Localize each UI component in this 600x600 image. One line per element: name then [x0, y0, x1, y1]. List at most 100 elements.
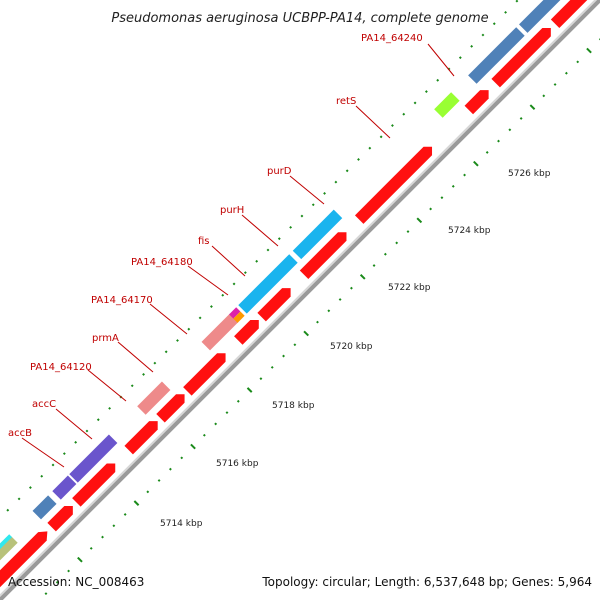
callout-PA14_64120: [87, 369, 127, 402]
tick-mark: [246, 387, 253, 393]
gene-label-PA14_64170[interactable]: PA14_64170: [91, 295, 153, 306]
tick-mark: [359, 274, 366, 280]
guide-dot: [142, 373, 145, 376]
feature-row: [0, 0, 577, 575]
guide-dot: [508, 128, 512, 132]
gene-label-fis[interactable]: fis: [198, 236, 210, 247]
guide-dot: [470, 44, 474, 48]
gene-label-PA14_64240[interactable]: PA14_64240: [361, 33, 423, 44]
callout-accB: [21, 437, 65, 468]
guide-dot: [157, 479, 161, 482]
feature-purple-long[interactable]: [69, 434, 118, 483]
guide-dot: [255, 259, 259, 263]
guide-dot: [85, 429, 89, 433]
gene-arrow[interactable]: [464, 86, 493, 115]
feature-magenta[interactable]: [229, 307, 241, 319]
guide-dot: [123, 513, 127, 516]
gene-label-purD[interactable]: purD: [267, 166, 292, 177]
guide-dot: [383, 252, 387, 256]
guide-dot: [553, 83, 557, 86]
guide-dot: [282, 354, 285, 358]
tick-label-5718: 5718 kbp: [272, 401, 315, 411]
map-title: Pseudomonas aeruginosa UCBPP-PA14, compl…: [111, 11, 488, 26]
tick-label-5716: 5716 kbp: [216, 459, 259, 469]
guide-dot: [6, 508, 10, 512]
gene-label-accC[interactable]: accC: [32, 399, 56, 410]
tick-mark: [190, 443, 196, 450]
guide-dot: [424, 90, 428, 94]
feature-steelblue-3[interactable]: [519, 0, 577, 33]
gene-label-purH[interactable]: purH: [220, 205, 244, 216]
guide-dot: [17, 497, 21, 501]
tick-label-5722: 5722 kbp: [388, 283, 431, 293]
feature-salmon-2[interactable]: [201, 313, 239, 351]
gene-label-prmA[interactable]: prmA: [92, 333, 119, 344]
guide-dot: [55, 580, 59, 584]
gene-label-retS[interactable]: retS: [336, 96, 356, 107]
feature-cyan-purh[interactable]: [238, 254, 298, 314]
tick-mark: [586, 47, 592, 54]
guide-dot: [51, 463, 55, 467]
guide-dot: [210, 305, 213, 308]
gene-arrow[interactable]: [234, 316, 263, 345]
callout-fis: [211, 245, 246, 277]
guide-dot: [413, 101, 417, 105]
guide-dot: [406, 230, 410, 234]
genome-summary: Topology: circular; Length: 6,537,648 bp…: [261, 575, 592, 589]
guide-dot: [345, 169, 349, 173]
gene-label-PA14_64180[interactable]: PA14_64180: [131, 257, 193, 268]
gene-arrow[interactable]: [72, 459, 119, 507]
gene-arrow[interactable]: [550, 0, 600, 28]
gene-arrow[interactable]: [299, 228, 351, 279]
guide-dot: [176, 339, 179, 342]
callout-PA14_64170: [149, 303, 188, 335]
feature-steelblue[interactable]: [32, 495, 57, 520]
feature-cyan[interactable]: [0, 534, 13, 569]
feature-olive[interactable]: [0, 536, 18, 575]
feature-orange[interactable]: [233, 311, 245, 323]
feature-steelblue-2[interactable]: [468, 27, 525, 84]
guide-dot: [576, 60, 580, 64]
gene-labels: accB accC PA14_64120 prmA PA14_64170 PA1…: [8, 33, 423, 439]
guide-dot: [270, 365, 274, 369]
guide-dot: [266, 248, 270, 252]
guide-dot: [101, 535, 104, 539]
gene-label-PA14_64120[interactable]: PA14_64120: [30, 362, 92, 373]
guide-dot: [497, 139, 500, 143]
guide-dot: [492, 22, 496, 26]
feature-salmon[interactable]: [137, 381, 171, 415]
guide-dot: [164, 350, 168, 354]
gene-arrow[interactable]: [156, 390, 189, 423]
gene-label-accB[interactable]: accB: [8, 428, 32, 439]
guide-dot: [40, 474, 44, 478]
tick-label-5720: 5720 kbp: [330, 342, 373, 352]
callout-PA14_64240: [427, 43, 455, 77]
gene-arrow[interactable]: [47, 502, 77, 532]
gene-arrow[interactable]: [0, 527, 52, 594]
callout-prmA: [117, 341, 154, 373]
guide-dot: [74, 440, 78, 444]
guide-dot: [202, 433, 206, 437]
feature-purple[interactable]: [52, 475, 77, 500]
guide-dot: [338, 298, 342, 301]
gene-arrow[interactable]: [124, 417, 161, 455]
tick-mark: [77, 556, 83, 563]
guide-dot: [379, 135, 383, 139]
guide-dot: [311, 203, 315, 207]
guide-dot: [372, 264, 376, 267]
guide-dot: [368, 146, 372, 150]
gene-arrow[interactable]: [257, 284, 294, 322]
feature-lime[interactable]: [434, 92, 460, 118]
gene-arrow[interactable]: [491, 24, 555, 88]
guide-dot: [327, 309, 331, 313]
gene-arrow[interactable]: [183, 349, 230, 396]
guide-dot: [391, 124, 394, 127]
gene-arrow[interactable]: [354, 143, 436, 224]
guide-dot: [225, 411, 229, 415]
guide-dot: [542, 94, 546, 98]
tick-label-5726: 5726 kbp: [508, 169, 551, 179]
guide-dot: [515, 0, 519, 3]
feature-cyan-purd[interactable]: [292, 209, 343, 260]
